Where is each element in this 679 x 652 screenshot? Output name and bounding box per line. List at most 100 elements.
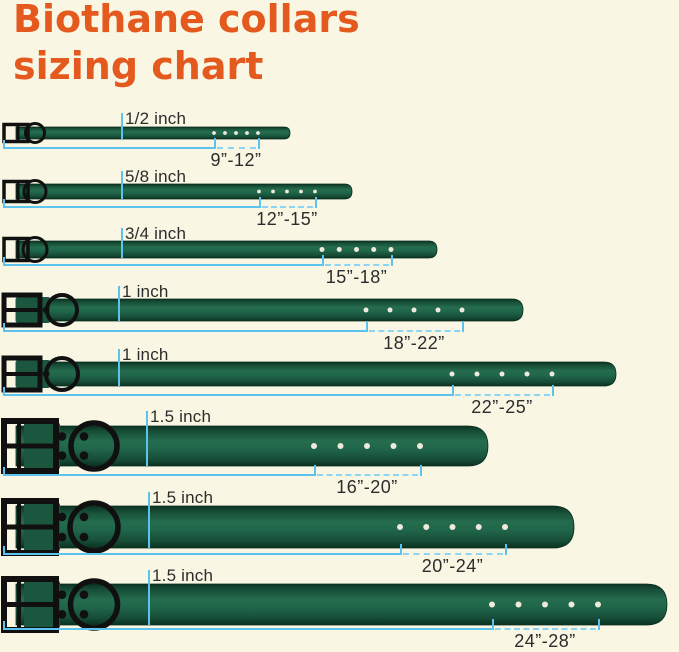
collar-holes xyxy=(319,247,394,252)
d-ring-icon xyxy=(44,356,80,392)
d-ring-icon xyxy=(22,179,48,204)
measure-firsthole-tick xyxy=(492,619,494,630)
rivet xyxy=(79,590,89,599)
measure-firsthole-tick xyxy=(452,385,454,396)
collar-holes xyxy=(449,371,555,377)
collar-width-label: 1/2 inch xyxy=(125,109,187,128)
collar-holes xyxy=(397,524,508,530)
collar-strap xyxy=(15,505,575,549)
d-ring-icon xyxy=(21,236,49,263)
collar-width-label: 1.5 inch xyxy=(152,488,214,507)
measure-start-tick xyxy=(3,467,5,476)
d-ring-icon xyxy=(68,420,120,472)
buckle-frame xyxy=(1,576,59,633)
collar-graphic xyxy=(1,418,489,474)
measure-lasthole-tick xyxy=(420,465,422,476)
rivet xyxy=(79,432,89,441)
collar-width-label: 1 inch xyxy=(122,345,169,364)
collar-width-label: 1 inch xyxy=(122,282,169,301)
measure-start-tick xyxy=(3,140,5,149)
strap-fold xyxy=(16,297,50,323)
measure-firsthole-tick xyxy=(322,255,324,266)
hole-range-dashed-line xyxy=(369,330,460,332)
buckle-frame xyxy=(2,236,30,263)
collar-holes xyxy=(311,443,423,449)
measure-start-tick xyxy=(3,323,5,332)
width-measure-tick xyxy=(146,411,148,466)
width-measure-tick xyxy=(121,113,123,139)
collar-strap xyxy=(15,240,438,259)
buckle-frame xyxy=(1,355,43,393)
width-measure-tick xyxy=(118,286,120,321)
length-measure-line xyxy=(3,628,492,630)
measure-lasthole-tick xyxy=(552,385,554,396)
collar-graphic xyxy=(1,355,617,393)
collar-width-label: 3/4 inch xyxy=(125,224,187,243)
measure-firsthole-tick xyxy=(314,465,316,476)
rivet xyxy=(79,532,89,542)
d-ring-icon xyxy=(67,500,121,554)
rivet xyxy=(79,451,89,460)
measure-start-tick xyxy=(3,546,5,555)
buckle-frame xyxy=(1,418,59,474)
rivet xyxy=(57,610,67,619)
hole-range-dashed-line xyxy=(455,394,550,396)
d-ring-icon xyxy=(67,578,121,631)
hole-range-dashed-line xyxy=(317,474,418,476)
collar-size-label: 9”-12” xyxy=(210,150,262,170)
collar-holes xyxy=(257,189,317,194)
collar-graphic xyxy=(1,498,575,556)
measure-start-tick xyxy=(3,621,5,630)
hole-range-dashed-line xyxy=(403,553,503,555)
collar-graphic xyxy=(1,292,524,328)
rivet xyxy=(42,306,50,314)
collar-strap xyxy=(15,583,668,626)
measure-lasthole-tick xyxy=(598,619,600,630)
length-measure-line xyxy=(3,474,314,476)
hole-range-dashed-line xyxy=(495,628,596,630)
hole-range-dashed-line xyxy=(217,147,256,149)
measure-firsthole-tick xyxy=(400,544,402,555)
collar-width-label: 5/8 inch xyxy=(125,167,187,186)
measure-firsthole-tick xyxy=(214,138,216,149)
width-measure-tick xyxy=(121,171,123,199)
d-ring-icon xyxy=(45,293,79,327)
collar-strap xyxy=(15,425,489,467)
collar-size-label: 24”-28” xyxy=(514,631,576,651)
rivet xyxy=(79,610,89,619)
hole-range-dashed-line xyxy=(325,264,389,266)
width-measure-tick xyxy=(121,228,123,258)
strap-fold xyxy=(24,423,60,469)
buckle-frame xyxy=(1,292,43,328)
rivet xyxy=(57,512,67,522)
page-title: Biothane collars sizing chart xyxy=(13,0,360,90)
collar-holes xyxy=(212,131,260,135)
page-title-line1: Biothane collars xyxy=(13,0,360,41)
measure-firsthole-tick xyxy=(259,197,261,208)
buckle-frame xyxy=(2,122,30,144)
length-measure-line xyxy=(3,264,322,266)
rivet xyxy=(57,532,67,542)
measure-lasthole-tick xyxy=(391,255,393,266)
collar-holes xyxy=(489,601,601,608)
collar-size-label: 12”-15” xyxy=(256,209,318,229)
length-measure-line xyxy=(3,394,452,396)
strap-fold xyxy=(24,503,60,551)
d-ring-icon xyxy=(24,122,46,144)
hole-range-dashed-line xyxy=(262,206,313,208)
collar-size-label: 22”-25” xyxy=(471,397,533,417)
rivet xyxy=(79,512,89,522)
buckle-frame xyxy=(1,498,59,556)
measure-lasthole-tick xyxy=(505,544,507,555)
measure-start-tick xyxy=(3,199,5,208)
width-measure-tick xyxy=(148,492,150,548)
page-title-line2: sizing chart xyxy=(13,44,264,88)
width-measure-tick xyxy=(148,570,150,625)
strap-fold xyxy=(24,581,60,628)
length-measure-line xyxy=(3,553,400,555)
measure-lasthole-tick xyxy=(258,138,260,149)
buckle-frame xyxy=(2,179,30,204)
collar-size-label: 15”-18” xyxy=(325,267,388,287)
length-measure-line xyxy=(3,206,259,208)
